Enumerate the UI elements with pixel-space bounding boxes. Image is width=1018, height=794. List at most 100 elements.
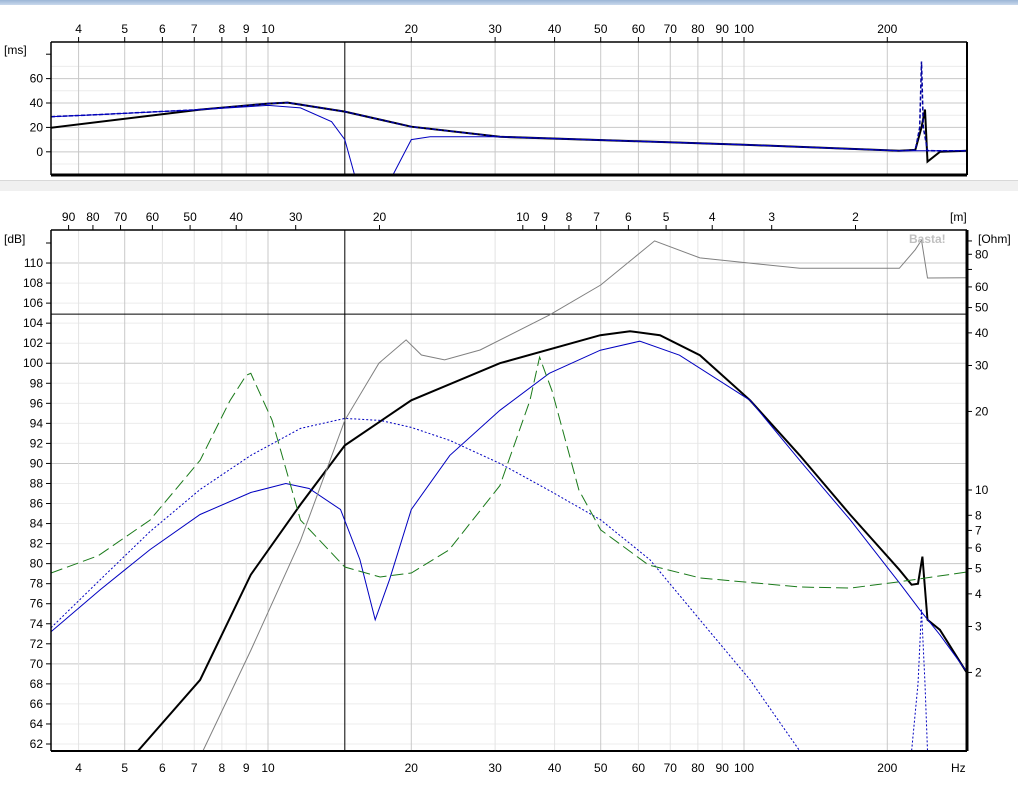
y-axis-label-ms: [ms] — [4, 43, 27, 57]
y-tick-label: 80 — [30, 557, 44, 571]
series-line-2 — [51, 417, 967, 751]
y2-tick-label: 10 — [975, 483, 989, 497]
x-tick-label: 5 — [121, 761, 128, 775]
x2-tick-label: 7 — [593, 210, 600, 224]
series-group — [51, 238, 967, 751]
y-tick-label: 78 — [30, 577, 44, 591]
series-line-4 — [202, 238, 967, 751]
y-tick-label: 60 — [30, 72, 44, 86]
series-line-2 — [51, 104, 967, 175]
x2-tick-label: 5 — [663, 210, 670, 224]
spl-impedance-chart: 6264666870727476788082848688909294969810… — [23, 210, 989, 775]
x-tick-label: 50 — [594, 761, 608, 775]
y-tick-label: 98 — [30, 376, 44, 390]
x-tick-label: 10 — [261, 761, 275, 775]
x-tick-label: 6 — [159, 761, 166, 775]
y-tick-label: 110 — [24, 256, 43, 270]
x-tick-label: 30 — [488, 761, 502, 775]
x-tick-label: 9 — [243, 22, 250, 36]
y-tick-label: 94 — [30, 416, 44, 430]
y2-tick-label: 80 — [975, 247, 989, 261]
x-tick-label: 70 — [664, 761, 678, 775]
x2-tick-label: 3 — [768, 210, 775, 224]
y-tick-label: 84 — [30, 517, 44, 531]
x2-tick-label: 30 — [289, 210, 303, 224]
x2-tick-label: 90 — [62, 210, 76, 224]
x-tick-label: 80 — [691, 761, 705, 775]
y-tick-label: 106 — [23, 296, 43, 310]
x2-tick-label: 4 — [709, 210, 716, 224]
y-tick-label: 76 — [30, 597, 44, 611]
x-tick-label: 10 — [261, 22, 275, 36]
y2-tick-label: 3 — [975, 619, 982, 633]
series-line-0 — [137, 330, 967, 751]
x2-tick-label: 2 — [852, 210, 859, 224]
x-tick-label: 7 — [191, 22, 198, 36]
x-tick-label: 20 — [405, 22, 419, 36]
y-tick-label: 40 — [30, 96, 44, 110]
x-tick-label: 8 — [219, 761, 226, 775]
y2-tick-label: 5 — [975, 562, 982, 576]
y-tick-label: 74 — [30, 617, 44, 631]
y-tick-label: 62 — [30, 737, 44, 751]
y-tick-label: 88 — [30, 476, 44, 490]
x-tick-label: 50 — [594, 22, 608, 36]
x-tick-label: 200 — [877, 22, 897, 36]
x-tick-label: 30 — [488, 22, 502, 36]
y-tick-label: 92 — [30, 436, 44, 450]
x2-tick-label: 80 — [86, 210, 100, 224]
y2-tick-label: 4 — [975, 587, 982, 601]
y-tick-label: 68 — [30, 677, 44, 691]
y2-axis-label-ohm: [Ohm] — [978, 232, 1011, 246]
x2-tick-label: 60 — [146, 210, 160, 224]
x-tick-label: 100 — [734, 761, 754, 775]
x-tick-label: 4 — [75, 22, 82, 36]
x-tick-label: 6 — [159, 22, 166, 36]
y-tick-label: 104 — [23, 316, 43, 330]
y2-tick-label: 7 — [975, 523, 982, 537]
y-tick-label: 72 — [30, 637, 44, 651]
x-tick-label: 9 — [243, 761, 250, 775]
x2-tick-label: 50 — [183, 210, 197, 224]
x-tick-label: 60 — [632, 761, 646, 775]
x-tick-label: 7 — [191, 761, 198, 775]
x2-tick-label: 10 — [516, 210, 530, 224]
x2-tick-label: 8 — [566, 210, 573, 224]
y-tick-label: 102 — [23, 336, 43, 350]
x-axis-label-hz: Hz — [951, 761, 966, 775]
y2-tick-label: 30 — [975, 358, 989, 372]
x-tick-label: 40 — [548, 761, 562, 775]
series-group — [51, 61, 967, 175]
y-tick-label: 64 — [30, 717, 44, 731]
x2-tick-label: 70 — [114, 210, 128, 224]
x-tick-label: 8 — [219, 22, 226, 36]
x-tick-label: 5 — [121, 22, 128, 36]
pane-splitter[interactable] — [0, 180, 1018, 191]
x-tick-label: 90 — [716, 761, 730, 775]
x2-tick-label: 20 — [373, 210, 387, 224]
x-tick-label: 60 — [632, 22, 646, 36]
group-delay-chart: 0 20 40 60 4 5 6 7 8 9 10 20 30 40 50 60 70 80 90 100 200 — [30, 22, 968, 177]
y-tick-label: 96 — [30, 396, 44, 410]
x2-tick-label: 9 — [541, 210, 548, 224]
window-title-bar — [0, 0, 1018, 5]
x2-tick-label: 6 — [625, 210, 632, 224]
x-tick-label: 4 — [75, 761, 82, 775]
x-tick-label: 200 — [877, 761, 897, 775]
y-tick-label: 86 — [30, 497, 44, 511]
y-tick-label: 0 — [36, 145, 43, 159]
y-tick-label: 82 — [30, 537, 44, 551]
x-tick-label: 20 — [405, 761, 419, 775]
y2-tick-label: 2 — [975, 665, 982, 679]
watermark-logo: Basta! — [909, 232, 946, 246]
y-tick-label: 20 — [30, 120, 44, 134]
y2-tick-label: 50 — [975, 301, 989, 315]
y-tick-label: 108 — [23, 276, 43, 290]
series-line-1 — [51, 340, 967, 673]
series-line-3 — [51, 355, 967, 589]
y-tick-label: 70 — [30, 657, 44, 671]
x-tick-label: 100 — [734, 22, 754, 36]
y2-tick-label: 6 — [975, 541, 982, 555]
y2-tick-label: 8 — [975, 508, 982, 522]
y2-tick-label: 20 — [975, 404, 989, 418]
